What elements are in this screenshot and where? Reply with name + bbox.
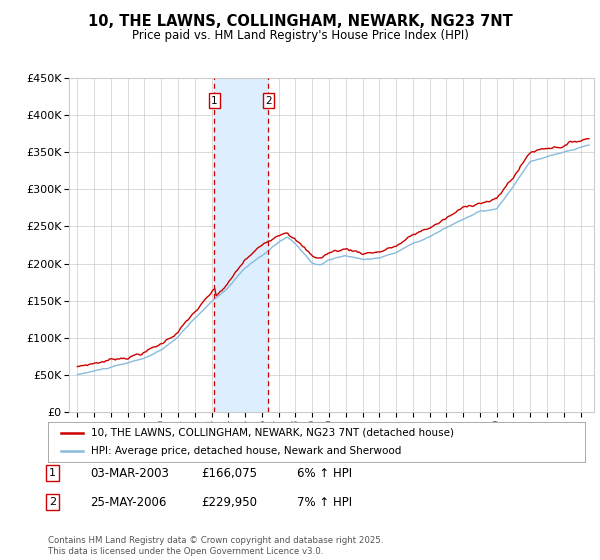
Text: £166,075: £166,075 [201, 466, 257, 480]
Text: 7% ↑ HPI: 7% ↑ HPI [297, 496, 352, 509]
Text: 10, THE LAWNS, COLLINGHAM, NEWARK, NG23 7NT: 10, THE LAWNS, COLLINGHAM, NEWARK, NG23 … [88, 14, 512, 29]
Text: Contains HM Land Registry data © Crown copyright and database right 2025.
This d: Contains HM Land Registry data © Crown c… [48, 536, 383, 556]
Text: HPI: Average price, detached house, Newark and Sherwood: HPI: Average price, detached house, Newa… [91, 446, 401, 456]
Text: Price paid vs. HM Land Registry's House Price Index (HPI): Price paid vs. HM Land Registry's House … [131, 29, 469, 42]
Text: 2: 2 [49, 497, 56, 507]
Bar [214, 78, 268, 412]
Text: 2: 2 [265, 96, 272, 106]
Text: £229,950: £229,950 [201, 496, 257, 509]
Text: 10, THE LAWNS, COLLINGHAM, NEWARK, NG23 7NT (detached house): 10, THE LAWNS, COLLINGHAM, NEWARK, NG23 … [91, 428, 454, 437]
Text: 6% ↑ HPI: 6% ↑ HPI [297, 466, 352, 480]
Text: 03-MAR-2003: 03-MAR-2003 [90, 466, 169, 480]
Text: 25-MAY-2006: 25-MAY-2006 [90, 496, 166, 509]
Text: 1: 1 [49, 468, 56, 478]
Text: 1: 1 [211, 96, 218, 106]
